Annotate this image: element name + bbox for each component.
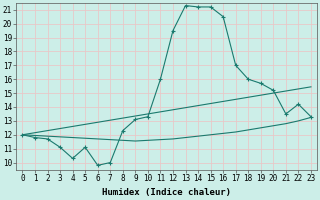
X-axis label: Humidex (Indice chaleur): Humidex (Indice chaleur) bbox=[102, 188, 231, 197]
